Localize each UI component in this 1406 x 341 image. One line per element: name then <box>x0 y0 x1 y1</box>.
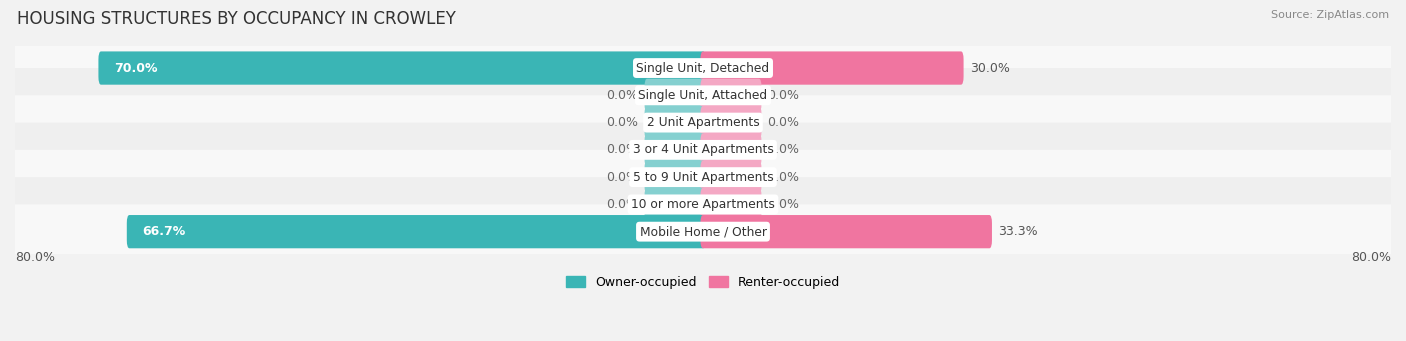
Text: 0.0%: 0.0% <box>606 198 638 211</box>
FancyBboxPatch shape <box>11 150 1395 204</box>
FancyBboxPatch shape <box>11 122 1395 177</box>
Text: 2 Unit Apartments: 2 Unit Apartments <box>647 116 759 129</box>
FancyBboxPatch shape <box>11 204 1395 259</box>
Text: Single Unit, Attached: Single Unit, Attached <box>638 89 768 102</box>
Text: 66.7%: 66.7% <box>142 225 186 238</box>
FancyBboxPatch shape <box>700 133 762 166</box>
FancyBboxPatch shape <box>700 79 762 112</box>
Text: 33.3%: 33.3% <box>998 225 1038 238</box>
FancyBboxPatch shape <box>644 133 706 166</box>
Text: 0.0%: 0.0% <box>606 170 638 183</box>
Text: 3 or 4 Unit Apartments: 3 or 4 Unit Apartments <box>633 143 773 157</box>
FancyBboxPatch shape <box>11 177 1395 232</box>
Text: 80.0%: 80.0% <box>1351 251 1391 264</box>
FancyBboxPatch shape <box>644 106 706 139</box>
Text: 80.0%: 80.0% <box>15 251 55 264</box>
FancyBboxPatch shape <box>11 68 1395 122</box>
Text: 0.0%: 0.0% <box>768 116 800 129</box>
Text: 10 or more Apartments: 10 or more Apartments <box>631 198 775 211</box>
Text: Source: ZipAtlas.com: Source: ZipAtlas.com <box>1271 10 1389 20</box>
Text: 0.0%: 0.0% <box>606 89 638 102</box>
FancyBboxPatch shape <box>644 188 706 221</box>
Text: 0.0%: 0.0% <box>606 116 638 129</box>
FancyBboxPatch shape <box>98 51 706 85</box>
Text: Single Unit, Detached: Single Unit, Detached <box>637 62 769 75</box>
FancyBboxPatch shape <box>11 41 1395 95</box>
Text: 0.0%: 0.0% <box>768 89 800 102</box>
FancyBboxPatch shape <box>700 215 993 248</box>
Text: 70.0%: 70.0% <box>114 62 157 75</box>
Text: Mobile Home / Other: Mobile Home / Other <box>640 225 766 238</box>
FancyBboxPatch shape <box>700 106 762 139</box>
FancyBboxPatch shape <box>127 215 706 248</box>
FancyBboxPatch shape <box>644 79 706 112</box>
FancyBboxPatch shape <box>700 188 762 221</box>
Legend: Owner-occupied, Renter-occupied: Owner-occupied, Renter-occupied <box>561 271 845 294</box>
Text: HOUSING STRUCTURES BY OCCUPANCY IN CROWLEY: HOUSING STRUCTURES BY OCCUPANCY IN CROWL… <box>17 10 456 28</box>
Text: 0.0%: 0.0% <box>768 143 800 157</box>
FancyBboxPatch shape <box>700 161 762 194</box>
Text: 0.0%: 0.0% <box>768 198 800 211</box>
FancyBboxPatch shape <box>11 95 1395 150</box>
Text: 30.0%: 30.0% <box>970 62 1010 75</box>
FancyBboxPatch shape <box>700 51 963 85</box>
Text: 5 to 9 Unit Apartments: 5 to 9 Unit Apartments <box>633 170 773 183</box>
Text: 0.0%: 0.0% <box>606 143 638 157</box>
FancyBboxPatch shape <box>644 161 706 194</box>
Text: 0.0%: 0.0% <box>768 170 800 183</box>
